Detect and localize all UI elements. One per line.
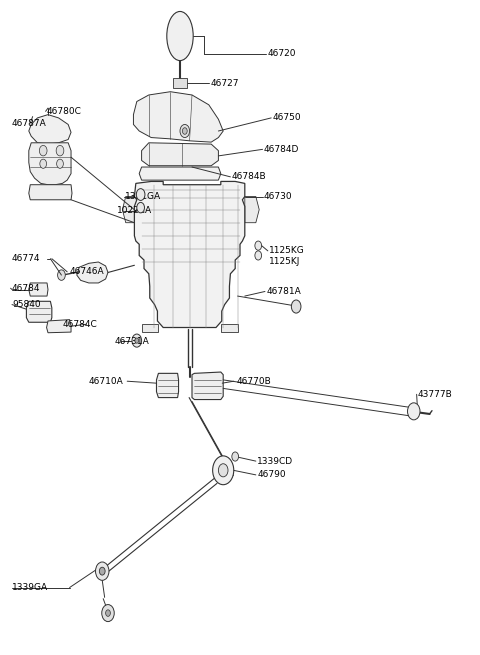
Polygon shape: [47, 320, 71, 333]
Text: 43777B: 43777B: [418, 390, 452, 399]
Circle shape: [135, 338, 139, 343]
Polygon shape: [29, 115, 71, 144]
Circle shape: [218, 464, 228, 477]
Circle shape: [39, 145, 47, 156]
Polygon shape: [192, 372, 223, 400]
Polygon shape: [29, 143, 71, 185]
Circle shape: [213, 456, 234, 485]
Circle shape: [291, 300, 301, 313]
Polygon shape: [77, 262, 108, 283]
Polygon shape: [29, 185, 72, 200]
Circle shape: [102, 605, 114, 622]
Text: 1125KG: 1125KG: [269, 246, 305, 255]
Circle shape: [255, 251, 262, 260]
Polygon shape: [156, 373, 179, 398]
Text: 46784B: 46784B: [232, 172, 266, 181]
Text: 46790: 46790: [257, 470, 286, 479]
Circle shape: [56, 145, 64, 156]
Text: 46731A: 46731A: [114, 337, 149, 346]
Text: 1022CA: 1022CA: [117, 206, 152, 215]
Text: 46784C: 46784C: [62, 320, 97, 329]
Text: 46727: 46727: [210, 79, 239, 88]
Text: 46787A: 46787A: [12, 119, 47, 128]
Polygon shape: [221, 324, 238, 332]
Circle shape: [96, 562, 109, 580]
Text: 46780C: 46780C: [47, 107, 82, 116]
Circle shape: [232, 452, 239, 461]
Circle shape: [136, 189, 145, 200]
Text: 46750: 46750: [273, 113, 301, 122]
Text: 46774: 46774: [12, 254, 40, 263]
Circle shape: [137, 202, 144, 213]
Bar: [173, 78, 187, 88]
Text: 1339CD: 1339CD: [257, 457, 293, 466]
Circle shape: [40, 159, 47, 168]
Text: 1351GA: 1351GA: [125, 192, 161, 201]
Circle shape: [182, 128, 187, 134]
Ellipse shape: [167, 11, 193, 61]
Circle shape: [408, 403, 420, 420]
Text: 1125KJ: 1125KJ: [269, 257, 300, 267]
Circle shape: [180, 124, 190, 138]
Text: 46784D: 46784D: [264, 145, 300, 154]
Text: 46746A: 46746A: [70, 267, 104, 276]
Text: 46784: 46784: [12, 284, 40, 293]
Circle shape: [106, 610, 110, 616]
Polygon shape: [142, 143, 218, 166]
Polygon shape: [142, 324, 158, 332]
Text: 46781A: 46781A: [266, 287, 301, 296]
Text: 46720: 46720: [268, 49, 296, 58]
Text: 46770B: 46770B: [236, 377, 271, 386]
Circle shape: [255, 241, 262, 250]
Circle shape: [99, 567, 105, 575]
Text: 46710A: 46710A: [89, 377, 123, 386]
Text: 95840: 95840: [12, 300, 41, 309]
Text: 46730: 46730: [264, 192, 293, 201]
Circle shape: [132, 334, 142, 347]
Polygon shape: [122, 196, 137, 223]
Circle shape: [58, 270, 65, 280]
Text: 1339GA: 1339GA: [12, 583, 48, 592]
Circle shape: [57, 159, 63, 168]
Polygon shape: [245, 196, 259, 223]
Polygon shape: [134, 181, 245, 328]
Polygon shape: [139, 167, 221, 180]
Polygon shape: [26, 301, 52, 322]
Polygon shape: [133, 92, 223, 142]
Polygon shape: [29, 283, 48, 296]
